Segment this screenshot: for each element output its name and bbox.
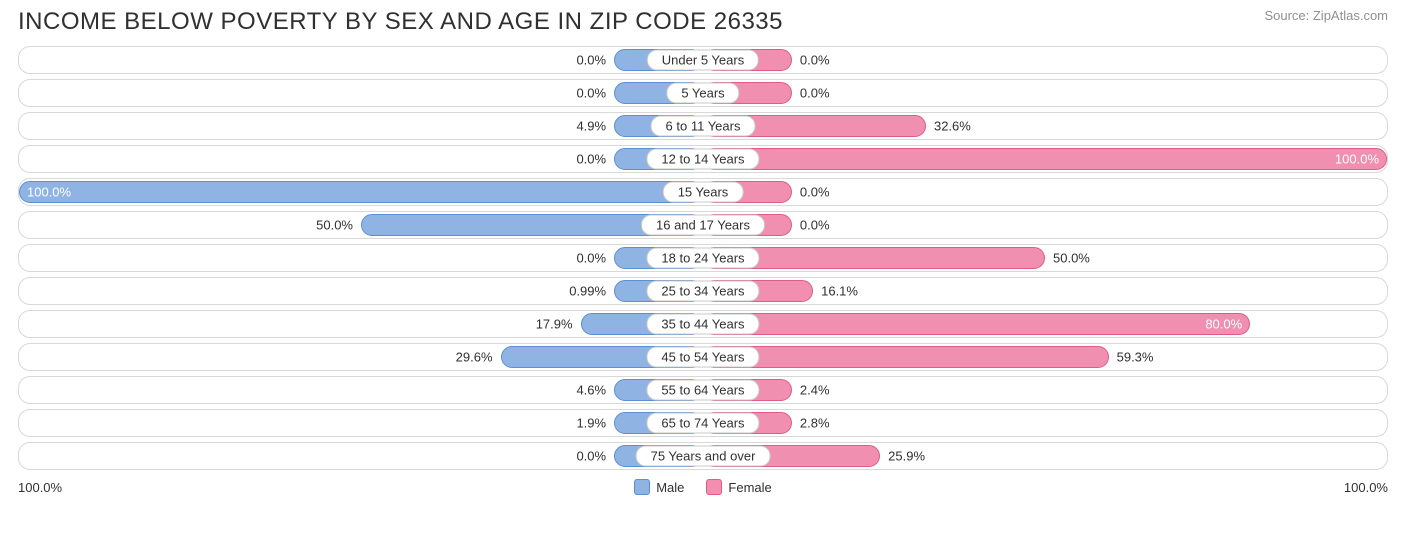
male-value-label: 17.9%: [536, 317, 573, 332]
chart-row: 4.9% 32.6% 6 to 11 Years: [18, 112, 1388, 140]
chart-row: 0.0% 50.0% 18 to 24 Years: [18, 244, 1388, 272]
category-label: 5 Years: [666, 83, 739, 104]
chart-row: 0.0% 0.0% 5 Years: [18, 79, 1388, 107]
legend-item-male: Male: [634, 479, 684, 495]
chart-header: INCOME BELOW POVERTY BY SEX AND AGE IN Z…: [0, 0, 1406, 40]
category-label: 16 and 17 Years: [641, 215, 765, 236]
category-label: 65 to 74 Years: [646, 413, 759, 434]
chart-row: 0.0% 25.9% 75 Years and over: [18, 442, 1388, 470]
female-value-label: 32.6%: [934, 119, 971, 134]
male-value-label: 0.0%: [576, 449, 606, 464]
male-value-label: 0.0%: [576, 86, 606, 101]
axis-right-label: 100.0%: [1344, 480, 1388, 495]
category-label: 6 to 11 Years: [651, 116, 756, 137]
male-value-label: 50.0%: [316, 218, 353, 233]
male-bar: [19, 181, 703, 203]
axis-left-label: 100.0%: [18, 480, 62, 495]
chart-row: 17.9% 80.0% 35 to 44 Years: [18, 310, 1388, 338]
male-value-label: 0.0%: [576, 53, 606, 68]
category-label: 15 Years: [663, 182, 744, 203]
chart-row: 1.9% 2.8% 65 to 74 Years: [18, 409, 1388, 437]
swatch-female: [706, 479, 722, 495]
category-label: 12 to 14 Years: [646, 149, 759, 170]
male-value-label: 4.9%: [576, 119, 606, 134]
female-value-label: 0.0%: [800, 218, 830, 233]
female-value-label: 2.4%: [800, 383, 830, 398]
female-value-label: 0.0%: [800, 185, 830, 200]
chart-row: 50.0% 0.0% 16 and 17 Years: [18, 211, 1388, 239]
female-value-label: 2.8%: [800, 416, 830, 431]
legend-item-female: Female: [706, 479, 771, 495]
male-value-label: 0.0%: [576, 152, 606, 167]
female-bar: [703, 148, 1387, 170]
category-label: 25 to 34 Years: [646, 281, 759, 302]
chart-row: 100.0% 0.0% 15 Years: [18, 178, 1388, 206]
category-label: 75 Years and over: [636, 446, 771, 467]
chart-row: 0.0% 0.0% Under 5 Years: [18, 46, 1388, 74]
male-value-label: 29.6%: [456, 350, 493, 365]
chart-source: Source: ZipAtlas.com: [1264, 8, 1388, 23]
female-value-label: 0.0%: [800, 86, 830, 101]
chart-row: 29.6% 59.3% 45 to 54 Years: [18, 343, 1388, 371]
male-value-label: 1.9%: [576, 416, 606, 431]
category-label: Under 5 Years: [647, 50, 759, 71]
female-bar: [703, 346, 1109, 368]
legend: Male Female: [634, 479, 772, 495]
female-value-label: 16.1%: [821, 284, 858, 299]
legend-label-female: Female: [728, 480, 771, 495]
chart-footer: 100.0% Male Female 100.0%: [0, 475, 1406, 495]
female-bar: [703, 313, 1250, 335]
category-label: 18 to 24 Years: [646, 248, 759, 269]
swatch-male: [634, 479, 650, 495]
category-label: 55 to 64 Years: [646, 380, 759, 401]
female-value-label: 59.3%: [1117, 350, 1154, 365]
category-label: 35 to 44 Years: [646, 314, 759, 335]
female-value-label: 80.0%: [1205, 317, 1242, 332]
category-label: 45 to 54 Years: [646, 347, 759, 368]
chart-title: INCOME BELOW POVERTY BY SEX AND AGE IN Z…: [18, 8, 783, 36]
legend-label-male: Male: [656, 480, 684, 495]
chart-area: 0.0% 0.0% Under 5 Years 0.0% 0.0% 5 Years 4.9%…: [0, 40, 1406, 470]
chart-row: 4.6% 2.4% 55 to 64 Years: [18, 376, 1388, 404]
male-value-label: 0.99%: [569, 284, 606, 299]
male-value-label: 0.0%: [576, 251, 606, 266]
male-value-label: 100.0%: [27, 185, 71, 200]
female-value-label: 100.0%: [1335, 152, 1379, 167]
female-value-label: 50.0%: [1053, 251, 1090, 266]
female-value-label: 25.9%: [888, 449, 925, 464]
male-value-label: 4.6%: [576, 383, 606, 398]
female-value-label: 0.0%: [800, 53, 830, 68]
chart-row: 0.99% 16.1% 25 to 34 Years: [18, 277, 1388, 305]
chart-row: 0.0% 100.0% 12 to 14 Years: [18, 145, 1388, 173]
